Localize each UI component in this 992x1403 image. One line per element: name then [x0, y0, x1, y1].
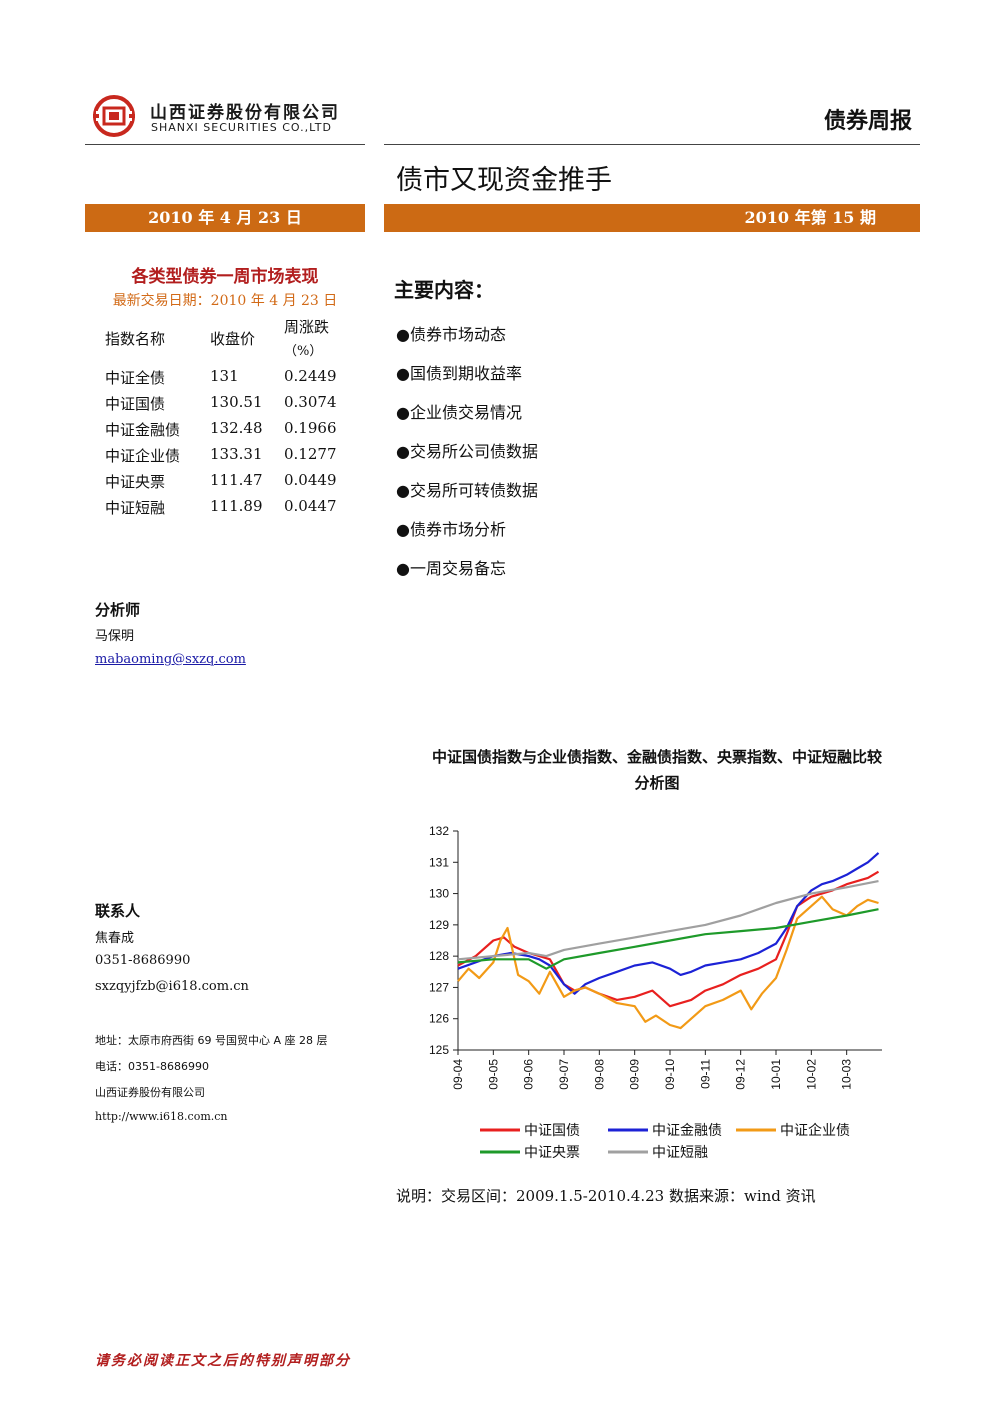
table-row-close: 132.48	[210, 419, 263, 437]
x-tick-label: 09-08	[592, 1059, 606, 1090]
col-header-change: 周涨跌	[284, 318, 330, 336]
table-row-name: 中证短融	[105, 499, 166, 517]
market-latest-date: 最新交易日期：2010 年 4 月 23 日	[112, 293, 338, 309]
contact-email: sxzqyjfzb@i618.com.cn	[95, 979, 249, 994]
x-tick-label: 09-07	[557, 1059, 571, 1090]
contents-title: 主要内容：	[394, 278, 494, 302]
y-tick-label: 128	[429, 949, 449, 963]
chart-title-line-2: 分析图	[634, 774, 680, 792]
company-logo	[93, 95, 135, 137]
x-tick-label: 09-05	[486, 1059, 500, 1090]
contents-item: ●债券市场分析	[396, 520, 506, 539]
report-issue-bar: 2010 年第 15 期	[384, 204, 920, 232]
legend-label: 中证央票	[524, 1145, 580, 1161]
table-row-close: 131	[210, 367, 239, 385]
chart-title-line-1: 中证国债指数与企业债指数、金融债指数、央票指数、中证短融比较	[431, 748, 882, 766]
col-header-close: 收盘价	[210, 330, 256, 348]
company-name-en: SHANXI SECURITIES CO.,LTD	[151, 121, 332, 134]
company-name-cn: 山西证券股份有限公司	[150, 103, 340, 123]
legend-label: 中证企业债	[780, 1122, 850, 1139]
col-header-change-unit: （%）	[284, 344, 323, 359]
x-tick-label: 09-06	[522, 1059, 536, 1090]
contents-item: ●企业债交易情况	[396, 403, 522, 422]
report-type: 债券周报	[823, 109, 912, 134]
contents-item: ●交易所公司债数据	[396, 442, 538, 461]
chart-title: 中证国债指数与企业债指数、金融债指数、央票指数、中证短融比较 分析图	[390, 744, 924, 796]
table-row-name: 中证央票	[105, 473, 166, 491]
contact-phone: 0351-8686990	[95, 953, 191, 968]
report-title: 债市又现资金推手	[396, 165, 612, 196]
y-tick-label: 126	[429, 1012, 449, 1026]
y-tick-label: 129	[429, 918, 449, 932]
contact-website[interactable]: http://www.i618.com.cn	[95, 1110, 228, 1123]
x-tick-label: 09-10	[663, 1059, 677, 1090]
analyst-label: 分析师	[95, 601, 141, 619]
contact-address: 地址：太原市府西街 69 号国贸中心 A 座 28 层	[95, 1034, 328, 1047]
y-tick-label: 131	[429, 855, 449, 869]
market-table-title: 各类型债券一周市场表现	[131, 267, 319, 287]
bond-index-line-chart: 125 126 127 128 129 130 131 132 09-04 09-05 09-06 0…	[429, 824, 882, 1161]
contents-item: ●国债到期收益率	[396, 364, 522, 383]
series-line	[457, 908, 879, 970]
x-tick-label: 10-01	[769, 1059, 783, 1090]
table-row-name: 中证国债	[105, 395, 166, 413]
table-row-change: 0.3074	[284, 393, 337, 411]
table-row-change: 0.0447	[284, 497, 337, 515]
col-header-name: 指数名称	[105, 330, 166, 348]
table-row-change: 0.2449	[284, 367, 337, 385]
x-tick-label: 10-02	[804, 1059, 818, 1090]
contact-name: 焦春成	[95, 931, 135, 946]
contents-item: ●一周交易备忘	[396, 559, 506, 578]
contents-item: ●债券市场动态	[396, 325, 506, 344]
x-tick-label: 09-04	[451, 1059, 465, 1090]
x-tick-label: 10-03	[840, 1059, 854, 1090]
series-line	[457, 852, 880, 995]
table-row-name: 中证企业债	[105, 447, 181, 465]
x-tick-label: 09-11	[698, 1059, 712, 1089]
header-divider-left	[85, 144, 365, 145]
legend-label: 中证国债	[524, 1123, 580, 1139]
report-date-bar: 2010 年 4 月 23 日	[85, 204, 365, 232]
series-line	[457, 895, 879, 1030]
table-row-close: 133.31	[210, 445, 263, 463]
legend-label: 中证金融债	[652, 1123, 722, 1139]
table-row-close: 111.47	[210, 471, 263, 489]
table-row-name: 中证金融债	[105, 421, 181, 439]
table-row-name: 中证全债	[105, 369, 166, 387]
table-row-change: 0.1277	[284, 445, 337, 463]
analyst-name: 马保明	[95, 629, 135, 644]
y-tick-label: 132	[429, 824, 449, 838]
table-row-change: 0.0449	[284, 471, 337, 489]
contact-tel: 电话：0351-8686990	[95, 1060, 209, 1073]
x-tick-label: 09-12	[734, 1059, 748, 1090]
analyst-email-link[interactable]: mabaoming@sxzq.com	[95, 652, 246, 667]
table-row-close: 111.89	[210, 497, 263, 515]
contact-label: 联系人	[95, 902, 141, 920]
series-line	[457, 880, 879, 961]
contact-company: 山西证券股份有限公司	[95, 1086, 205, 1099]
header-divider-right	[384, 144, 920, 145]
contents-item: ●交易所可转债数据	[396, 481, 538, 500]
footer-disclaimer-note: 请务必阅读正文之后的特别声明部分	[95, 1353, 351, 1369]
y-tick-label: 130	[429, 887, 449, 901]
legend-label: 中证短融	[652, 1145, 708, 1161]
y-tick-label: 127	[429, 980, 449, 994]
chart-note: 说明：交易区间：2009.1.5-2010.4.23 数据来源：wind 资讯	[396, 1187, 816, 1205]
x-tick-label: 09-09	[628, 1059, 642, 1090]
y-tick-label: 125	[429, 1043, 449, 1057]
table-row-change: 0.1966	[284, 419, 337, 437]
table-row-close: 130.51	[210, 393, 263, 411]
